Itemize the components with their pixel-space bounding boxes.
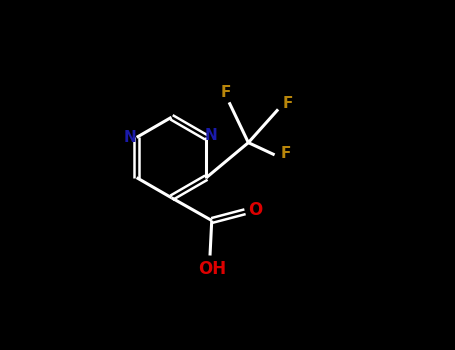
Text: F: F bbox=[281, 146, 291, 161]
Text: F: F bbox=[283, 96, 293, 111]
Text: F: F bbox=[220, 85, 231, 100]
Text: OH: OH bbox=[197, 260, 226, 278]
Text: N: N bbox=[204, 128, 217, 143]
Text: O: O bbox=[248, 201, 262, 219]
Text: N: N bbox=[124, 130, 136, 145]
